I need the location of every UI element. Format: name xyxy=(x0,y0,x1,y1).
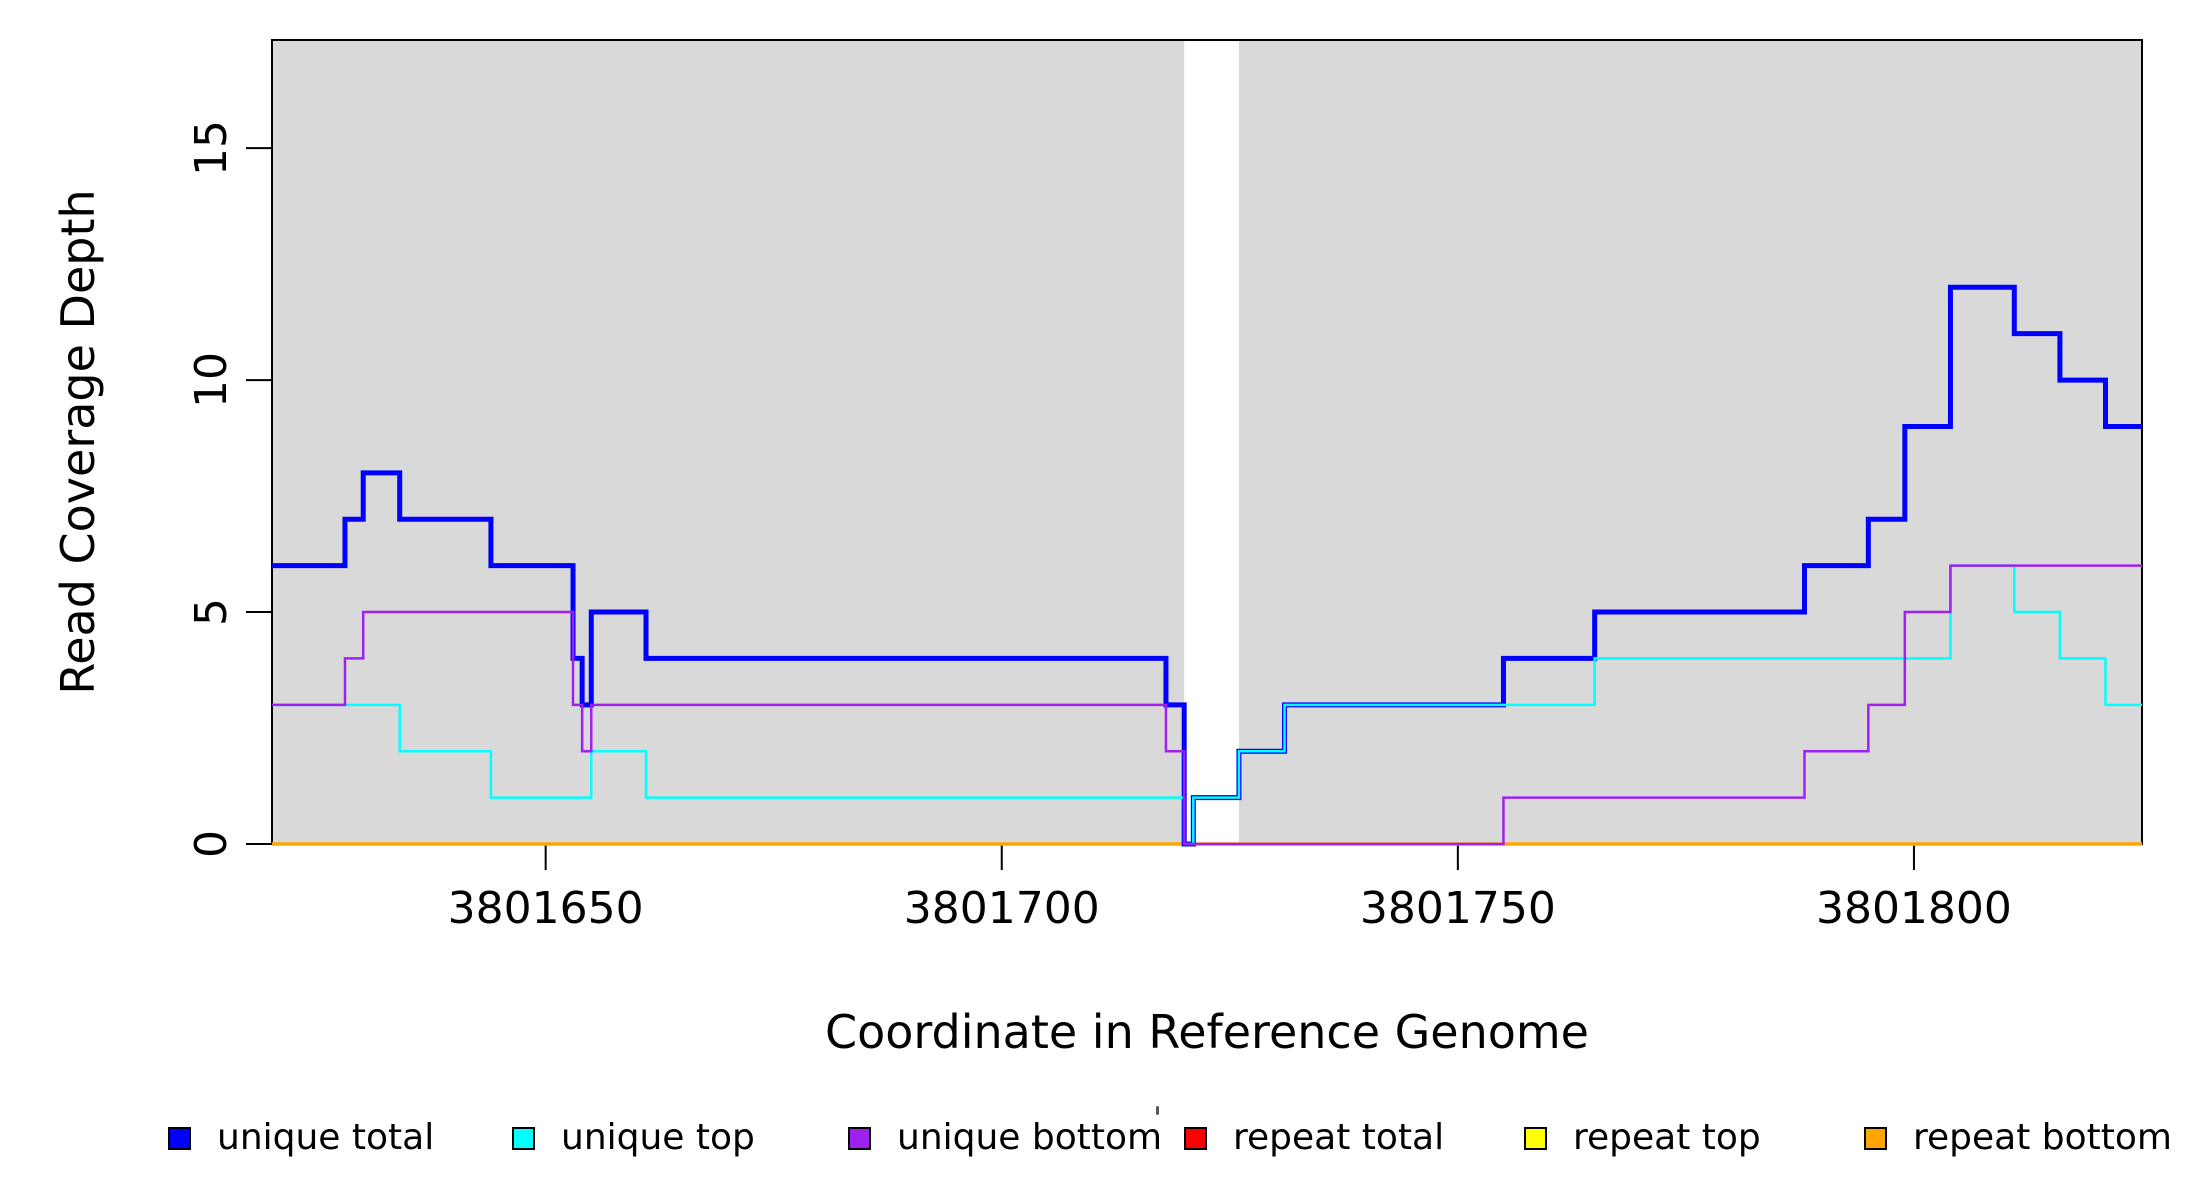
legend-item-repeat-bottom: repeat bottom xyxy=(1864,1118,2172,1158)
legend-item-unique-total: unique total xyxy=(168,1118,434,1158)
legend-item-repeat-total: repeat total xyxy=(1184,1118,1444,1158)
legend-label: repeat bottom xyxy=(1913,1117,2172,1158)
legend-label: repeat total xyxy=(1233,1117,1445,1158)
legend-label: unique total xyxy=(217,1117,435,1158)
x-tick-label: 3801800 xyxy=(1815,883,2012,934)
y-tick-label: 10 xyxy=(186,352,237,409)
x-tick-label: 3801750 xyxy=(1359,883,1556,934)
y-tick-label: 15 xyxy=(186,120,237,177)
legend-item-unique-bottom: unique bottom xyxy=(848,1118,1162,1158)
uncovered-gap-band xyxy=(1184,40,1239,844)
legend-swatch-repeat-total xyxy=(1184,1126,1207,1150)
x-tick-label: 3801700 xyxy=(903,883,1100,934)
legend-swatch-repeat-bottom xyxy=(1864,1126,1887,1150)
legend-label: repeat top xyxy=(1573,1117,1761,1158)
legend-item-unique-top: unique top xyxy=(512,1118,755,1158)
legend-swatch-unique-total xyxy=(168,1126,191,1150)
legend-swatch-unique-bottom xyxy=(848,1126,871,1150)
y-axis-title: Read Coverage Depth xyxy=(51,189,105,695)
y-tick-label: 0 xyxy=(186,830,237,858)
legend-swatch-repeat-top xyxy=(1524,1126,1547,1150)
x-tick-label: 3801650 xyxy=(447,883,644,934)
legend-swatch-unique-top xyxy=(512,1126,535,1150)
series-unique-top xyxy=(272,564,2142,846)
y-tick-label: 5 xyxy=(186,598,237,627)
stray-mark xyxy=(1156,1106,1159,1115)
series-unique-bottom xyxy=(272,564,2142,846)
legend-label: unique top xyxy=(561,1117,755,1158)
legend-item-repeat-top: repeat top xyxy=(1524,1118,1761,1158)
x-axis-title: Coordinate in Reference Genome xyxy=(825,1005,1589,1059)
legend-label: unique bottom xyxy=(897,1117,1163,1158)
